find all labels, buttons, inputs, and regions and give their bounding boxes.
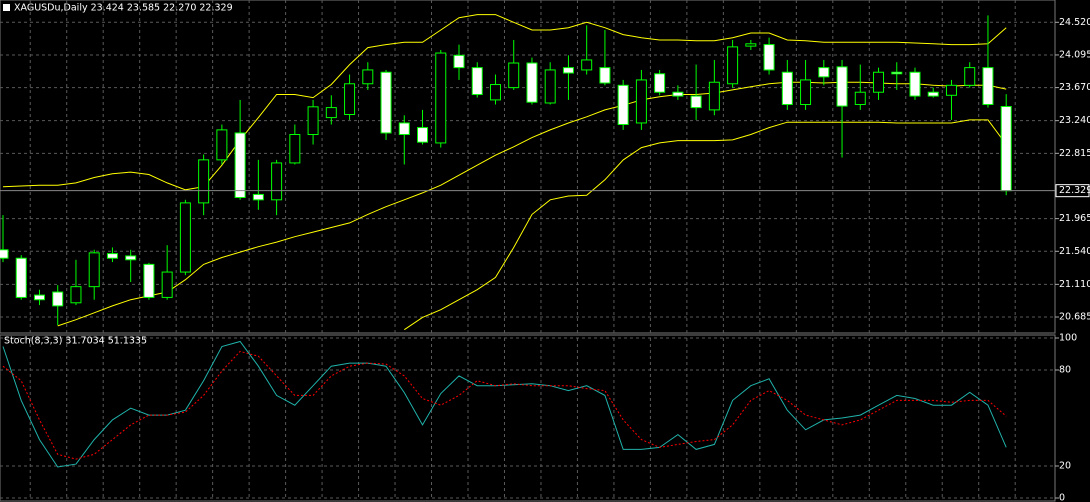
candle-body (143, 263, 155, 298)
y-tick-label: 24.095 (1059, 49, 1090, 60)
candle-body (0, 249, 9, 259)
y-tick-label: 80 (1059, 365, 1071, 376)
candle-body (106, 253, 118, 259)
price-panel-frame (0, 0, 1056, 334)
candle-body (781, 71, 793, 106)
current-price-box (1055, 184, 1090, 198)
y-tick-label: 23.670 (1059, 82, 1090, 93)
candle-body (325, 107, 337, 119)
candle-body (125, 255, 137, 261)
candle-body (453, 54, 465, 69)
candle-body (252, 193, 264, 201)
candle-body (344, 83, 356, 116)
candle-body (708, 81, 720, 111)
candle-body (690, 95, 702, 109)
candle-body (179, 202, 191, 273)
candle-body (927, 91, 939, 97)
candle-body (52, 291, 64, 307)
candle-body (198, 159, 210, 204)
candle-body (489, 84, 501, 101)
candle-body (964, 67, 976, 86)
y-tick-label: 20.685 (1059, 312, 1090, 323)
current-price-label: 22.329 (1059, 185, 1090, 196)
candle-body (909, 71, 921, 97)
candle-body (417, 127, 429, 143)
y-tick-label: 21.965 (1059, 213, 1090, 224)
y-tick-label: 0 (1059, 493, 1065, 502)
candle-body (1000, 106, 1012, 192)
candle-body (800, 79, 812, 106)
y-tick-label: 21.540 (1059, 246, 1090, 257)
candle-body (471, 67, 483, 96)
y-tick-label: 20 (1059, 461, 1071, 472)
y-tick-label: 23.240 (1059, 115, 1090, 126)
candle-body (289, 133, 301, 164)
y-tick-label: 21.110 (1059, 279, 1090, 290)
candle-body (854, 91, 866, 106)
stoch-panel-frame (0, 334, 1056, 502)
candle-body (818, 67, 830, 78)
candle-body (836, 66, 848, 107)
candle-body (508, 62, 520, 89)
y-tick-label: 100 (1059, 333, 1077, 344)
candle-body (617, 84, 629, 125)
candle-body (234, 132, 246, 199)
candle-body (727, 46, 739, 85)
chart-title: XAGUSDu,Daily 23.424 23.585 22.270 22.32… (14, 3, 233, 14)
candle-body (891, 71, 903, 75)
candle-body (945, 84, 957, 96)
candle-body (581, 59, 593, 71)
band-middle (57, 81, 1007, 327)
symbol-icon (3, 4, 10, 11)
candle-body (544, 69, 556, 104)
candle-body (161, 271, 173, 298)
stoch-line (2, 350, 1007, 460)
candle-body (33, 294, 45, 301)
candle-body (654, 73, 666, 93)
candle-body (763, 44, 775, 71)
y-tick-label: 24.520 (1059, 17, 1090, 28)
indicator-label: Stoch(8,3,3) 31.7034 51.1335 (4, 336, 147, 347)
candle-body (362, 69, 374, 85)
candle-body (70, 286, 82, 304)
candle-body (526, 62, 538, 103)
candle-body (216, 129, 228, 161)
candle-body (599, 67, 611, 84)
candle-body (745, 43, 757, 47)
candle-body (88, 252, 100, 288)
candle-body (271, 162, 283, 201)
band-upper (2, 14, 1007, 191)
candle-body (15, 257, 27, 298)
candle-body (873, 71, 885, 93)
candle-body (435, 52, 447, 144)
candle-body (307, 106, 319, 135)
candle-body (635, 79, 647, 124)
candle-body (672, 91, 684, 97)
candle-body (380, 71, 392, 134)
candle-body (398, 122, 410, 135)
candle-body (562, 67, 574, 74)
candle-body (982, 67, 994, 106)
band-lower (404, 119, 1007, 331)
y-tick-label: 22.815 (1059, 148, 1090, 159)
